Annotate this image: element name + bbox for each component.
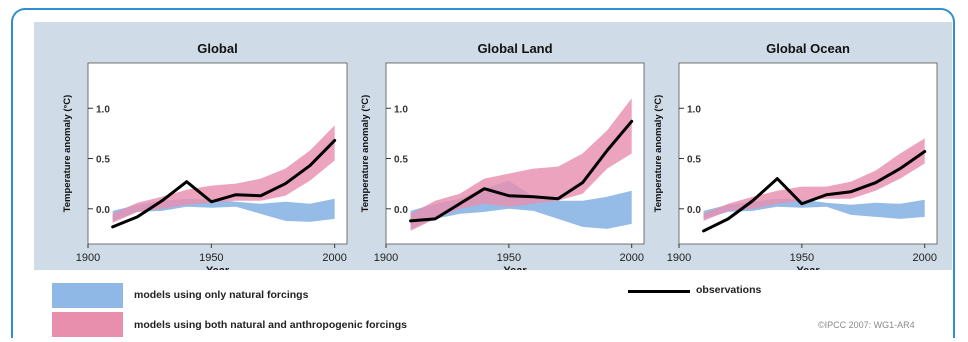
observations-label: observations xyxy=(696,284,762,296)
legend xyxy=(34,270,952,342)
chart-2-title: Global Land xyxy=(477,41,552,56)
anthro-forcing-swatch xyxy=(52,312,123,337)
chart-2-ylabel: Temperature anomaly (°C) xyxy=(360,95,371,213)
chart-2-xtick-label: 1950 xyxy=(497,252,521,264)
chart-3-observations-line xyxy=(702,149,927,233)
chart-1-xtick-label: 1950 xyxy=(199,252,223,264)
chart-3-ytick-label: 0.0 xyxy=(687,205,701,216)
chart-3-frame xyxy=(678,62,938,245)
observations-swatch xyxy=(628,290,690,293)
chart-1-observations-line xyxy=(111,138,337,229)
chart-1-ytick-label: 0.5 xyxy=(96,155,110,166)
chart-2-observations-line xyxy=(409,119,634,223)
chart-2-ytick-label: 1.0 xyxy=(394,104,408,115)
chart-1-xtick-label: 1900 xyxy=(76,252,100,264)
chart-2-ytick-label: 0.0 xyxy=(394,205,408,216)
chart-1-ylabel: Temperature anomaly (°C) xyxy=(62,95,73,213)
natural-forcing-swatch xyxy=(52,283,123,308)
ipcc-credit: ©IPCC 2007: WG1-AR4 xyxy=(818,320,915,330)
chart-2-ytick-label: 0.5 xyxy=(394,155,408,166)
chart-3-ylabel: Temperature anomaly (°C) xyxy=(653,95,664,213)
chart-1-xtick-label: 2000 xyxy=(322,252,346,264)
chart-1-title: Global xyxy=(197,41,237,56)
chart-1-ytick-label: 1.0 xyxy=(96,104,110,115)
chart-3-xtick-label: 1900 xyxy=(667,252,691,264)
natural-forcing-label: models using only natural forcings xyxy=(134,289,309,301)
chart-3-xtick-label: 2000 xyxy=(912,252,936,264)
chart-3-anthro-band xyxy=(703,138,925,221)
chart-3-title: Global Ocean xyxy=(766,41,850,56)
chart-1-frame xyxy=(87,62,348,245)
chart-1-anthro-band xyxy=(112,125,335,223)
chart-2-frame xyxy=(385,62,645,245)
chart-3-ytick-label: 0.5 xyxy=(687,155,701,166)
chart-2-xtick-label: 2000 xyxy=(619,252,643,264)
chart-1-ytick-label: 0.0 xyxy=(96,205,110,216)
chart-3-ytick-label: 1.0 xyxy=(687,104,701,115)
chart-3-xtick-label: 1950 xyxy=(790,252,814,264)
chart-2-anthro-band xyxy=(410,98,632,231)
anthro-forcing-label: models using both natural and anthropoge… xyxy=(134,319,408,331)
chart-2-xtick-label: 1900 xyxy=(374,252,398,264)
